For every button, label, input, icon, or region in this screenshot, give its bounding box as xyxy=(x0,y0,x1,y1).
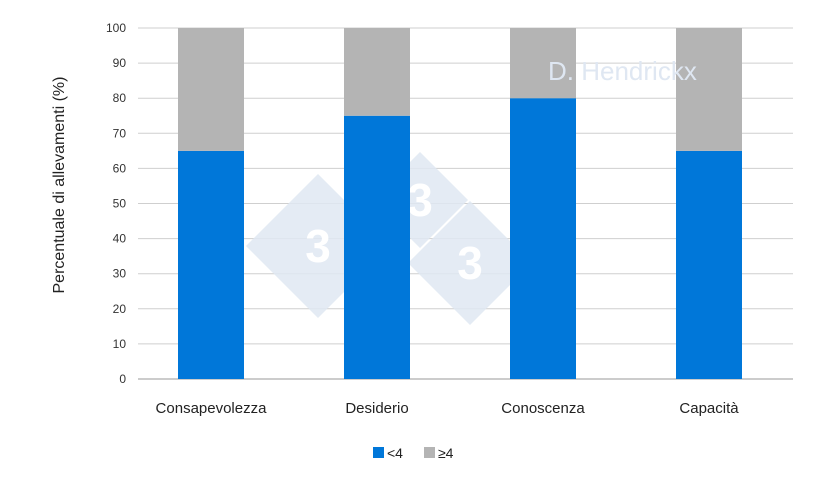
y-tick-label: 0 xyxy=(119,372,126,386)
y-tick-label: 20 xyxy=(113,302,127,316)
bar-segment xyxy=(510,28,576,99)
watermark-digit: 3 xyxy=(305,220,331,272)
watermark-digit: 3 xyxy=(457,237,483,289)
bar-segment xyxy=(510,98,576,379)
bar-segment xyxy=(344,115,410,379)
legend-label: ≥4 xyxy=(438,445,454,461)
legend-label: <4 xyxy=(387,445,403,461)
y-tick-label: 70 xyxy=(113,126,127,140)
watermark-text: D. Hendrickx xyxy=(548,56,697,86)
x-category-label: Consapevolezza xyxy=(156,400,268,417)
y-tick-label: 100 xyxy=(106,21,126,35)
x-category-label: Capacità xyxy=(679,400,739,417)
axes: 0 10 20 30 40 50 60 70 80 90 100 Consapevolezza Desi… xyxy=(106,21,739,417)
legend-swatch xyxy=(424,447,435,458)
watermark-digit: 3 xyxy=(407,174,433,226)
y-tick-label: 90 xyxy=(113,56,127,70)
y-tick-label: 60 xyxy=(113,161,127,175)
y-tick-label: 80 xyxy=(113,91,127,105)
y-tick-label: 30 xyxy=(113,267,127,281)
y-tick-label: 10 xyxy=(113,337,127,351)
legend-swatch xyxy=(373,447,384,458)
y-axis-label: Percentuale di allevamenti (%) xyxy=(51,77,68,294)
bar-segment xyxy=(178,150,244,379)
bars xyxy=(178,28,742,379)
bar-segment xyxy=(178,28,244,151)
y-tick-label: 50 xyxy=(113,197,127,211)
bar-segment xyxy=(676,28,742,151)
x-category-label: Conoscenza xyxy=(501,400,585,417)
watermark-diamond xyxy=(408,201,532,325)
x-category-label: Desiderio xyxy=(345,400,408,417)
legend: <4 ≥4 xyxy=(373,445,454,461)
y-tick-label: 40 xyxy=(113,232,127,246)
bar-segment xyxy=(344,28,410,116)
bar-segment xyxy=(676,150,742,379)
